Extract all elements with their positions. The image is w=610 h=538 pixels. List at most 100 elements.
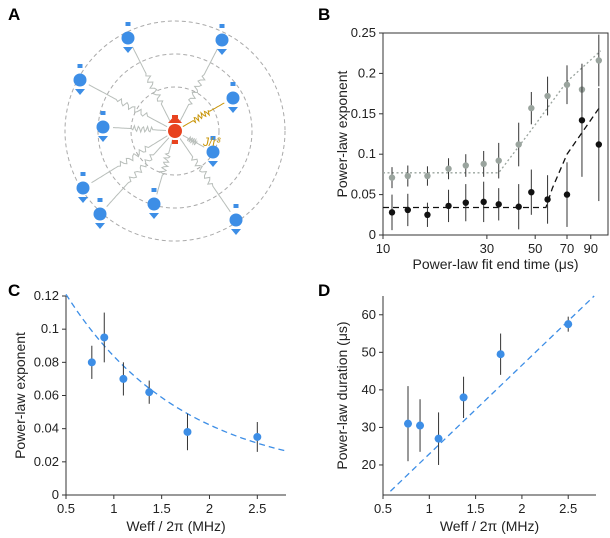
y-tick-label: 0.12 [34,288,59,303]
spin-arrow-down [208,161,218,167]
center-spin [168,115,182,144]
x-tick-label: 0.5 [374,501,392,516]
data-point-black [388,209,396,216]
data-point-data [183,427,192,436]
data-point-data [145,388,154,397]
data-point-black [480,198,487,206]
data-point-black [404,206,412,214]
spin-body [96,120,110,134]
data-point-data [434,434,443,443]
blue-spin [96,111,110,142]
spin-arrow-down [231,229,241,235]
spin-body [147,197,161,211]
data-point-data [564,320,573,329]
spin-body [206,145,220,159]
x-axis-label: Weff / 2π (MHz) [126,518,225,534]
blue-spin [229,204,243,235]
y-tick-label: 30 [362,419,376,434]
x-tick-label: 2.5 [248,501,266,516]
spin-stem [210,136,216,140]
spin-schematic: J/r³ [64,20,286,242]
spin-body [226,91,240,105]
panel-label-c: C [8,281,20,300]
y-tick-label: 0.25 [351,25,376,40]
data-point-gray [515,141,522,148]
y-axis-label: Power-law duration (μs) [334,321,350,469]
fit-line [65,293,287,452]
y-axis-label: Power-law exponent [12,332,28,459]
spin-body [229,213,243,227]
data-point-data [404,419,413,428]
spin-arrow-down [228,107,238,113]
x-tick-label: 1 [426,501,433,516]
blue-spin [73,64,87,95]
y-tick-label: 0 [52,487,59,502]
blue-spin [147,188,161,219]
x-tick-label: 2.5 [559,501,577,516]
blue-spin [121,22,135,53]
data-point-gray [480,160,487,168]
x-tick-label: 10 [376,241,390,256]
coupling-line [182,134,205,148]
data-point-gray [495,157,502,164]
black-fit-line [383,105,602,209]
data-point-gray [595,57,603,64]
y-tick-label: 0 [369,227,376,242]
data-point-gray [528,104,535,112]
spin-stem [100,111,106,115]
blue-spin [93,198,107,229]
spin-arrow-down [123,47,133,53]
spin-stem [125,22,131,26]
data-point-black [462,199,469,206]
blue-spin [76,172,90,203]
spin-arrow-down [149,213,159,219]
data-point-black [544,196,551,203]
chart-panel-c: 0.5 1 1.5 2 2.5 0 0.02 0.04 0.06 0.08 0.1 0.12 Weff … [12,288,287,534]
data-point-gray [424,172,431,180]
data-point-data [253,432,262,441]
x-tick-label: 2 [518,501,525,516]
blue-spin [226,82,240,113]
x-tick-label: 0.5 [57,501,75,516]
spin-arrow-down [217,49,227,55]
chart-panel-b: 10 30 50 70 90 0 0.05 0.1 0.15 0.2 0.25 Power-law f… [334,25,609,272]
x-tick-label: 1.5 [467,501,485,516]
data-point-gray [445,165,452,172]
outer-spins [73,22,243,235]
panel-label-a: A [8,5,20,24]
coupling-line [156,139,173,195]
y-tick-label: 0.1 [358,146,376,161]
y-tick-label: 50 [362,344,376,359]
spin-body [121,31,135,45]
y-tick-label: 0.04 [34,421,59,436]
y-tick-label: 20 [362,457,376,472]
chart-panel-d: 0.5 1 1.5 2 2.5 20 30 40 50 60 Weff / 2π (MHz) Powe… [334,295,596,534]
data-point-data [100,333,109,342]
gray-fit-line [383,50,602,174]
data-point-data [416,421,425,430]
blue-spin [206,136,220,167]
spin-stem [219,24,225,28]
y-tick-label: 0.2 [358,65,376,80]
x-tick-label: 1 [110,501,117,516]
spin-arrow-down [95,223,105,229]
data-point-black [495,201,502,208]
spin-arrow-down [98,136,108,142]
data-point-gray [544,92,551,100]
spin-stem [151,188,157,192]
ring-inner [130,86,220,176]
spin-body [73,73,87,87]
data-point-black [424,211,431,218]
data-point-data [496,350,505,359]
spin-stem [230,82,236,86]
y-axis-label: Power-law exponent [334,70,350,197]
coupling-line [91,135,168,184]
ring-outer [64,20,286,242]
data-point-data [87,358,96,367]
y-tick-label: 0.1 [41,321,59,336]
coupling-line [132,46,172,124]
data-point-data [459,393,468,402]
y-tick-label: 0.05 [351,187,376,202]
spin-stem [77,64,83,68]
